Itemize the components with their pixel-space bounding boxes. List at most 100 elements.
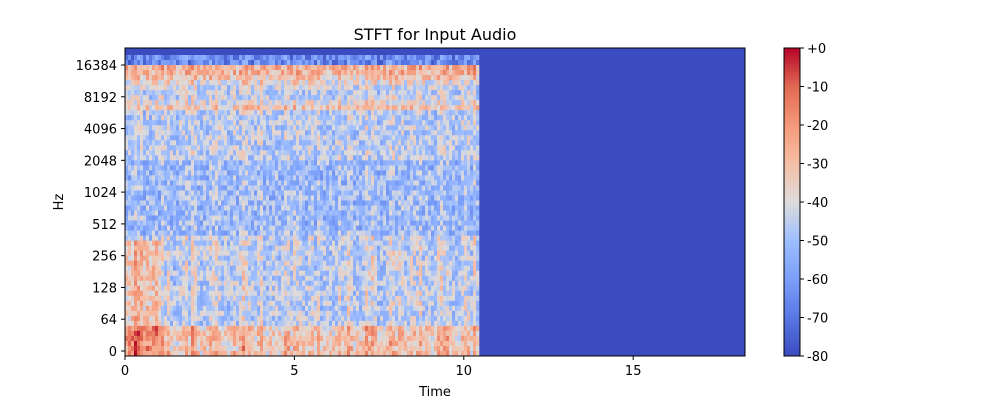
- heatmap-cell: [272, 105, 276, 111]
- heatmap-cell: [281, 255, 285, 261]
- heatmap-cell: [233, 195, 237, 201]
- heatmap-cell: [248, 330, 252, 337]
- heatmap-cell: [134, 235, 138, 241]
- heatmap-cell: [353, 330, 357, 337]
- heatmap-cell: [188, 210, 192, 216]
- heatmap-cell: [314, 195, 318, 201]
- heatmap-cell: [158, 345, 162, 352]
- heatmap-cell: [296, 125, 300, 131]
- heatmap-cell: [197, 100, 201, 106]
- heatmap-cell: [335, 350, 339, 357]
- heatmap-cell: [179, 220, 183, 226]
- heatmap-cell: [287, 265, 291, 272]
- heatmap-cell: [245, 210, 249, 216]
- heatmap-cell: [287, 300, 291, 307]
- heatmap-cell: [317, 110, 321, 116]
- heatmap-cell: [188, 110, 192, 116]
- heatmap-cell: [326, 195, 330, 201]
- heatmap-cell: [299, 140, 303, 146]
- heatmap-cell: [335, 320, 339, 327]
- heatmap-cell: [146, 245, 150, 251]
- heatmap-cell: [341, 175, 345, 181]
- heatmap-cell: [197, 285, 201, 292]
- heatmap-cell: [173, 205, 177, 211]
- heatmap-cell: [290, 85, 294, 91]
- heatmap-cell: [314, 300, 318, 307]
- heatmap-cell: [299, 195, 303, 201]
- heatmap-cell: [275, 185, 279, 191]
- heatmap-cell: [308, 65, 312, 71]
- heatmap-cell: [284, 220, 288, 226]
- heatmap-cell: [308, 300, 312, 307]
- heatmap-cell: [194, 275, 198, 282]
- heatmap-cell: [353, 335, 357, 342]
- heatmap-cell: [335, 225, 339, 231]
- heatmap-cell: [182, 255, 186, 261]
- heatmap-cell: [353, 325, 357, 332]
- heatmap-cell: [179, 210, 183, 216]
- heatmap-cell: [335, 55, 339, 61]
- heatmap-cell: [179, 145, 183, 151]
- heatmap-cell: [275, 55, 279, 61]
- heatmap-cell: [371, 225, 375, 231]
- heatmap-cell: [254, 285, 258, 292]
- heatmap-cell: [230, 280, 234, 287]
- heatmap-cell: [269, 255, 273, 261]
- heatmap-cell: [278, 220, 282, 226]
- heatmap-cell: [128, 240, 132, 246]
- heatmap-cell: [134, 145, 138, 151]
- heatmap-cell: [188, 115, 192, 121]
- heatmap-cell: [260, 270, 264, 277]
- heatmap-cell: [191, 245, 195, 251]
- heatmap-cell: [296, 200, 300, 206]
- heatmap-cell: [326, 250, 330, 256]
- heatmap-cell: [287, 55, 291, 61]
- heatmap-cell: [251, 290, 255, 297]
- heatmap-cell: [155, 60, 159, 66]
- heatmap-cell: [203, 180, 207, 186]
- heatmap-cell: [260, 55, 264, 61]
- heatmap-cell: [341, 205, 345, 211]
- heatmap-cell: [227, 140, 231, 146]
- heatmap-cell: [155, 135, 159, 141]
- heatmap-cell: [332, 65, 336, 71]
- heatmap-cell: [164, 275, 168, 282]
- heatmap-cell: [203, 345, 207, 352]
- heatmap-cell: [200, 75, 204, 81]
- heatmap-cell: [284, 130, 288, 136]
- heatmap-cell: [137, 120, 141, 126]
- heatmap-cell: [338, 270, 342, 277]
- heatmap-cell: [275, 105, 279, 111]
- heatmap-cell: [368, 155, 372, 161]
- heatmap-cell: [224, 260, 228, 266]
- heatmap-cell: [311, 210, 315, 216]
- heatmap-cell: [317, 325, 321, 332]
- heatmap-cell: [215, 290, 219, 297]
- heatmap-cell: [194, 80, 198, 86]
- heatmap-cell: [269, 210, 273, 216]
- heatmap-cell: [245, 200, 249, 206]
- heatmap-cell: [188, 90, 192, 96]
- heatmap-cell: [164, 270, 168, 277]
- heatmap-cell: [224, 285, 228, 292]
- heatmap-cell: [323, 310, 327, 317]
- heatmap-cell: [161, 75, 165, 81]
- heatmap-cell: [266, 245, 270, 251]
- heatmap-cell: [227, 325, 231, 332]
- heatmap-cell: [338, 150, 342, 156]
- heatmap-cell: [371, 325, 375, 332]
- heatmap-cell: [293, 195, 297, 201]
- heatmap-cell: [236, 215, 240, 221]
- heatmap-cell: [272, 95, 276, 101]
- heatmap-cell: [371, 345, 375, 352]
- heatmap-cell: [320, 295, 324, 302]
- heatmap-cell: [302, 305, 306, 312]
- heatmap-cell: [131, 70, 135, 76]
- heatmap-cell: [257, 290, 261, 297]
- heatmap-cell: [239, 125, 243, 131]
- heatmap-cell: [149, 155, 153, 161]
- heatmap-cell: [275, 285, 279, 292]
- heatmap-cell: [317, 290, 321, 297]
- heatmap-cell: [230, 160, 234, 166]
- heatmap-cell: [269, 235, 273, 241]
